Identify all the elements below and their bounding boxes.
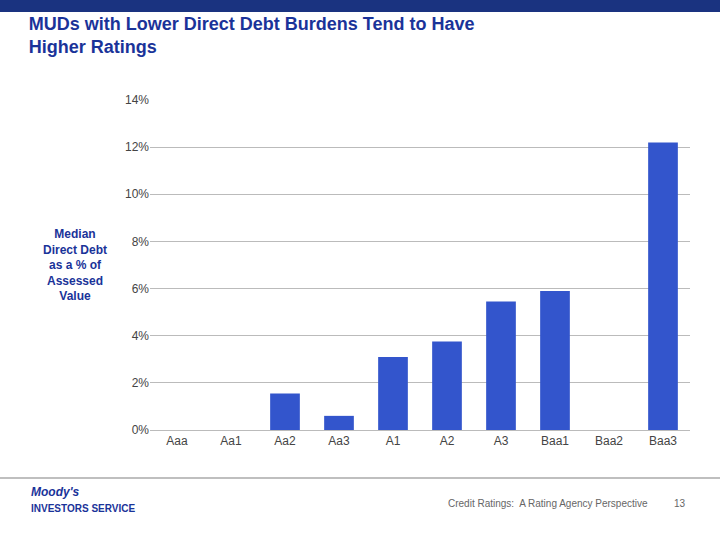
svg-text:0%: 0% [132,423,150,437]
svg-text:Baa1: Baa1 [541,434,569,448]
svg-text:Baa3: Baa3 [649,434,677,448]
svg-text:A3: A3 [494,434,509,448]
svg-text:MedianDirect Debtas a % ofAsse: MedianDirect Debtas a % ofAssessedValue [43,227,107,303]
svg-text:2%: 2% [132,376,150,390]
svg-text:MUDs with Lower Direct Debt Bu: MUDs with Lower Direct Debt Burdens Tend… [29,14,475,57]
svg-text:13: 13 [674,498,686,509]
svg-text:8%: 8% [132,235,150,249]
svg-text:14%: 14% [125,93,149,107]
svg-text:12%: 12% [125,140,149,154]
svg-text:10%: 10% [125,187,149,201]
svg-text:Aa2: Aa2 [274,434,296,448]
svg-text:Aaa: Aaa [166,434,188,448]
svg-text:Baa2: Baa2 [595,434,623,448]
svg-text:Aa1: Aa1 [220,434,242,448]
svg-text:Moody's: Moody's [31,485,80,499]
svg-text:A1: A1 [386,434,401,448]
svg-text:Aa3: Aa3 [328,434,350,448]
svg-text:A2: A2 [440,434,455,448]
svg-text:6%: 6% [132,282,150,296]
svg-text:Credit Ratings: A Rating Agen: Credit Ratings: A Rating Agency Perspect… [448,498,648,509]
svg-text:INVESTORS SERVICE: INVESTORS SERVICE [31,503,135,514]
svg-text:4%: 4% [132,329,150,343]
